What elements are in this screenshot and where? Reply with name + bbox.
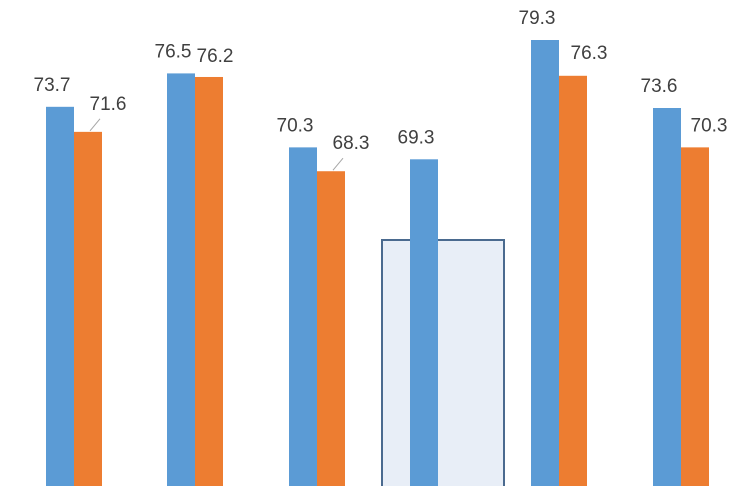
bar-series1-group4 [410,159,438,486]
leader-line-group3 [332,157,344,171]
data-label-series1-group3: 70.3 [277,115,314,136]
data-label-series2-group3: 68.3 [333,133,370,154]
bar-series1-group3 [289,147,317,486]
data-label-series2-group6: 70.3 [691,115,728,136]
bar-series1-group5 [531,40,559,486]
data-labels-layer: 73.7 76.5 70.3 69.3 79.3 73.6 71.6 76.2 68.3 76.3… [34,8,728,154]
bar-series2-group2 [195,76,223,486]
bar-series1-group1 [46,106,74,486]
data-label-series2-group1: 71.6 [90,94,127,115]
data-label-series1-group6: 73.6 [641,76,678,97]
highlight-box [381,239,505,486]
highlight-layer [381,239,505,486]
bar-series2-group3 [317,171,345,486]
data-label-series1-group5: 79.3 [519,8,556,29]
bar-series1-group2 [167,73,195,486]
data-label-series2-group2: 76.2 [197,46,234,67]
bar-series2-group5 [559,75,587,486]
bar-series2-group1 [74,131,102,486]
leader-lines-layer [89,118,344,171]
data-label-series2-group5: 76.3 [571,43,608,64]
bar-series2-group6 [681,147,709,486]
leader-line-group1 [89,118,101,132]
bar-series1-group6 [653,108,681,486]
data-label-series1-group1: 73.7 [34,75,71,96]
bars-layer [46,40,709,486]
data-label-series1-group4: 69.3 [398,127,435,148]
data-label-series1-group2: 76.5 [155,41,192,62]
